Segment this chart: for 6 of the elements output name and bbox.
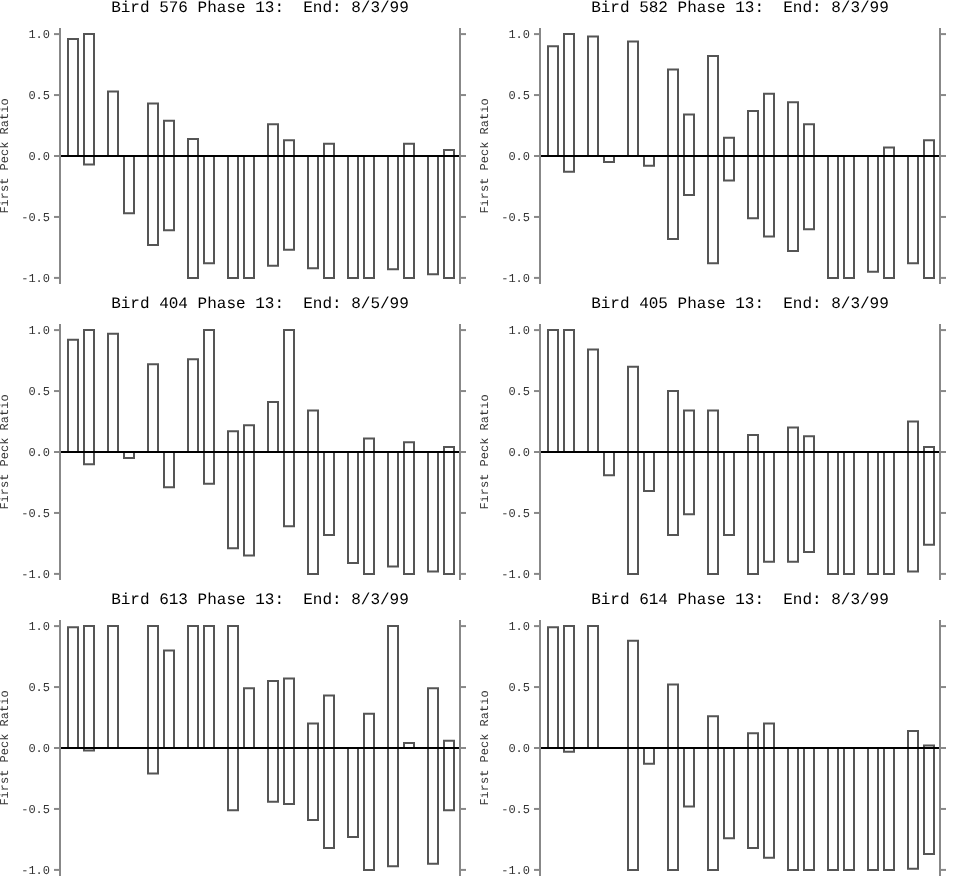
chart-title: Bird 405 Phase 13: End: 8/3/99 [589, 296, 891, 316]
chart-title: Bird 576 Phase 13: End: 8/3/99 [109, 0, 411, 20]
chart-title: Bird 404 Phase 13: End: 8/5/99 [109, 296, 411, 316]
chart-title: Bird 613 Phase 13: End: 8/3/99 [109, 592, 411, 612]
chart-title: Bird 582 Phase 13: End: 8/3/99 [589, 0, 891, 20]
chart-title: Bird 614 Phase 13: End: 8/3/99 [589, 592, 891, 612]
